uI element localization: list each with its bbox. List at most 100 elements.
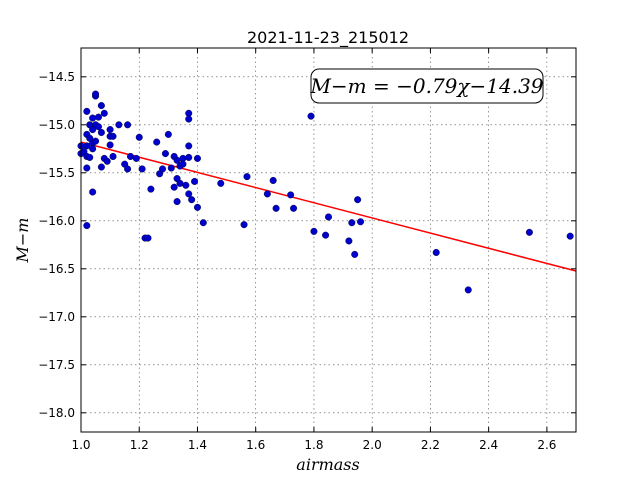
x-tick-label: 1.0 (71, 438, 90, 452)
data-point (97, 128, 105, 136)
data-point (89, 188, 97, 196)
x-tick-labels: 1.0 1.2 1.4 1.6 1.8 2.0 2.2 2.4 2.6 (71, 438, 556, 452)
data-point (217, 179, 225, 187)
x-axis-label: airmass (296, 455, 359, 474)
data-point (153, 138, 161, 146)
y-tick-label: −15.5 (38, 166, 75, 180)
data-point (83, 222, 91, 230)
data-point (94, 123, 102, 131)
data-point (173, 156, 181, 164)
data-point (348, 219, 356, 227)
data-point (185, 153, 193, 161)
data-point (176, 179, 184, 187)
fit-line-layer (80, 141, 577, 272)
data-point (432, 248, 440, 256)
data-point (94, 113, 102, 121)
data-point (243, 173, 251, 181)
data-point (144, 234, 152, 242)
data-point (185, 142, 193, 150)
data-point (182, 181, 190, 189)
y-tick-label: −16.5 (38, 262, 75, 276)
data-point (310, 227, 318, 235)
plot-area-frame (80, 47, 577, 433)
y-tick-label: −16.0 (38, 214, 75, 228)
data-point (124, 121, 132, 129)
data-point (193, 203, 201, 211)
x-tick-label: 2.6 (537, 438, 556, 452)
data-point (287, 191, 295, 199)
x-tick-label: 2.2 (421, 438, 440, 452)
data-point (345, 237, 353, 245)
y-tick-label: −18.0 (38, 406, 75, 420)
data-point (161, 150, 169, 158)
data-point (103, 157, 111, 165)
data-point (124, 165, 132, 173)
data-point (464, 286, 472, 294)
data-point (106, 141, 114, 149)
data-point (272, 204, 280, 212)
data-point (193, 154, 201, 162)
x-tick-label: 1.6 (246, 438, 265, 452)
data-point (159, 165, 167, 173)
data-point (191, 177, 199, 185)
data-point (170, 183, 178, 191)
grid-lines (81, 48, 576, 432)
data-point (322, 231, 330, 239)
data-point (83, 107, 91, 115)
fit-line (80, 141, 577, 272)
data-point (525, 228, 533, 236)
data-point (106, 126, 114, 134)
data-point (199, 219, 207, 227)
data-point (179, 160, 187, 168)
data-point (132, 154, 140, 162)
data-point (115, 121, 123, 129)
data-point (126, 152, 134, 160)
data-point (97, 163, 105, 171)
data-point (86, 153, 94, 161)
data-point (109, 152, 117, 160)
fit-annotation: M−m = −0.79χ−14.39 (309, 68, 544, 104)
data-point (185, 190, 193, 198)
y-tick-label: −17.0 (38, 310, 75, 324)
x-tick-label: 2.0 (363, 438, 382, 452)
data-point (89, 114, 97, 122)
data-point (109, 132, 117, 140)
data-point (357, 218, 365, 226)
y-tick-labels: −14.5 −15.0 −15.5 −16.0 −16.5 −17.0 −17.5 −18.0 (38, 70, 75, 420)
y-tick-label: −15.0 (38, 118, 75, 132)
data-point (188, 196, 196, 204)
y-tick-label: −17.5 (38, 358, 75, 372)
y-axis-label: M−m (13, 218, 32, 264)
data-point (263, 190, 271, 198)
data-point (97, 102, 105, 110)
data-point (89, 145, 97, 153)
data-point (269, 176, 277, 184)
data-point (307, 112, 315, 120)
data-point (92, 90, 100, 98)
data-point (325, 213, 333, 221)
data-point (83, 164, 91, 172)
data-point (566, 232, 574, 240)
data-point (354, 196, 362, 204)
data-point (83, 142, 91, 150)
data-point (167, 164, 175, 172)
annotation-text: M−m = −0.79χ−14.39 (309, 74, 543, 98)
data-point (185, 115, 193, 123)
x-tick-label: 1.4 (188, 438, 207, 452)
data-point (351, 250, 359, 258)
data-point (164, 130, 172, 138)
data-point (135, 133, 143, 141)
data-point (173, 198, 181, 206)
data-point (147, 185, 155, 193)
axis-ticks (80, 48, 576, 432)
data-point (100, 109, 108, 117)
x-tick-label: 2.4 (479, 438, 498, 452)
data-point (92, 137, 100, 145)
data-points (77, 90, 574, 294)
chart-title: 2021-11-23_215012 (247, 28, 409, 48)
x-tick-label: 1.2 (130, 438, 149, 452)
data-point (138, 165, 146, 173)
annotation-box (310, 68, 544, 104)
x-tick-label: 1.8 (304, 438, 323, 452)
